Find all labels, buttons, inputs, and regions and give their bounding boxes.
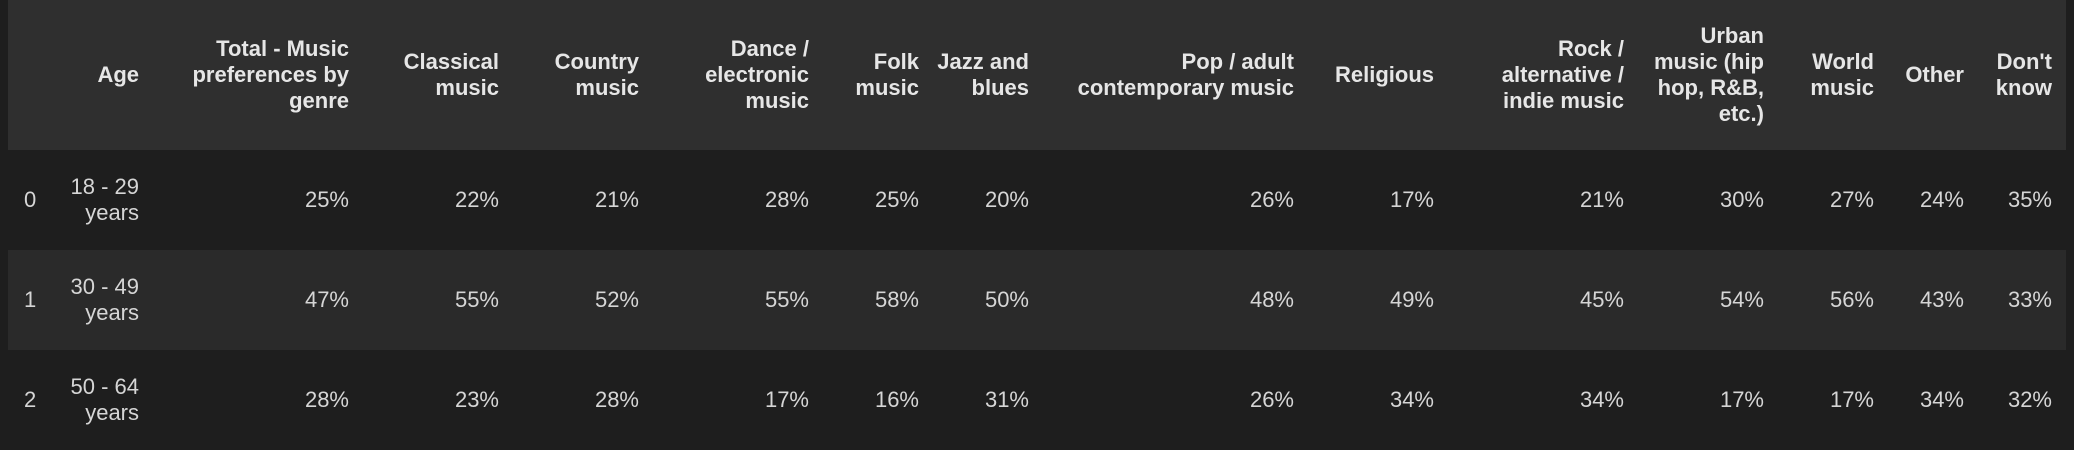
table-cell: 45%: [1579, 287, 1624, 312]
table-cell: 24%: [1919, 187, 1964, 212]
table-cell: 47%: [304, 287, 349, 312]
column-header-folk: Folk music: [855, 49, 919, 100]
table-cell: 34%: [1389, 387, 1434, 412]
table-cell: 55%: [764, 287, 809, 312]
table-cell: 30%: [1719, 187, 1764, 212]
column-header-total: Total - Music preferences by genre: [192, 36, 349, 113]
table-cell: 21%: [1579, 187, 1624, 212]
row-index: 2: [24, 387, 37, 412]
column-header-other: Other: [1905, 62, 1964, 87]
table-cell: 55%: [454, 287, 499, 312]
table-cell: 26%: [1249, 387, 1294, 412]
table-cell: 34%: [1579, 387, 1624, 412]
column-header-pop: Pop / adult contemporary music: [1077, 49, 1294, 100]
table-cell: 32%: [2007, 387, 2052, 412]
table-cell: 28%: [304, 387, 349, 412]
table-cell: 27%: [1829, 187, 1874, 212]
table-cell: 25%: [874, 187, 919, 212]
column-header-classical: Classical music: [403, 49, 499, 100]
table-cell: 18 - 29 years: [70, 174, 140, 225]
table-cell: 58%: [874, 287, 919, 312]
table-cell: 17%: [1829, 387, 1874, 412]
table-cell: 35%: [2007, 187, 2052, 212]
table-cell: 17%: [1719, 387, 1764, 412]
column-header-world: World music: [1810, 49, 1874, 100]
table-cell: 50%: [984, 287, 1029, 312]
row-index: 0: [24, 187, 37, 212]
table-cell: 28%: [594, 387, 639, 412]
table-cell: 56%: [1829, 287, 1874, 312]
column-header-jazz: Jazz and blues: [937, 49, 1029, 100]
table-cell: 23%: [454, 387, 499, 412]
table-cell: 22%: [454, 187, 499, 212]
column-header-age: Age: [97, 62, 139, 87]
table-cell: 31%: [984, 387, 1029, 412]
column-header-rock: Rock / alternative / indie music: [1501, 36, 1624, 113]
table-cell: 28%: [764, 187, 809, 212]
column-header-country: Country music: [554, 49, 639, 100]
column-header-dance: Dance / electronic music: [705, 36, 809, 113]
table-cell: 34%: [1919, 387, 1964, 412]
table-cell: 16%: [874, 387, 919, 412]
table-cell: 21%: [594, 187, 639, 212]
table-cell: 26%: [1249, 187, 1294, 212]
index-header: [8, 0, 48, 150]
column-header-dont-know: Don't know: [1995, 49, 2052, 100]
column-header-religious: Religious: [1334, 62, 1434, 87]
table-cell: 30 - 49 years: [70, 274, 140, 325]
table-cell: 48%: [1249, 287, 1294, 312]
row-index: 1: [24, 287, 37, 312]
table-cell: 33%: [2007, 287, 2052, 312]
table-cell: 52%: [594, 287, 639, 312]
table-row: 2 50 - 64 years 28% 23% 28% 17% 16% 31% …: [8, 350, 2066, 450]
table-cell: 25%: [304, 187, 349, 212]
table-cell: 17%: [1389, 187, 1434, 212]
table-row: 1 30 - 49 years 47% 55% 52% 55% 58% 50% …: [8, 250, 2066, 350]
table-row: 0 18 - 29 years 25% 22% 21% 28% 25% 20% …: [8, 150, 2066, 250]
table-cell: 49%: [1389, 287, 1434, 312]
header-row: Age Total - Music preferences by genre C…: [8, 0, 2066, 150]
data-table: Age Total - Music preferences by genre C…: [8, 0, 2066, 450]
column-header-urban: Urban music (hip hop, R&B, etc.): [1653, 23, 1764, 126]
table-cell: 43%: [1919, 287, 1964, 312]
table-cell: 17%: [764, 387, 809, 412]
table-cell: 54%: [1719, 287, 1764, 312]
table-cell: 20%: [984, 187, 1029, 212]
table-cell: 50 - 64 years: [70, 374, 140, 425]
